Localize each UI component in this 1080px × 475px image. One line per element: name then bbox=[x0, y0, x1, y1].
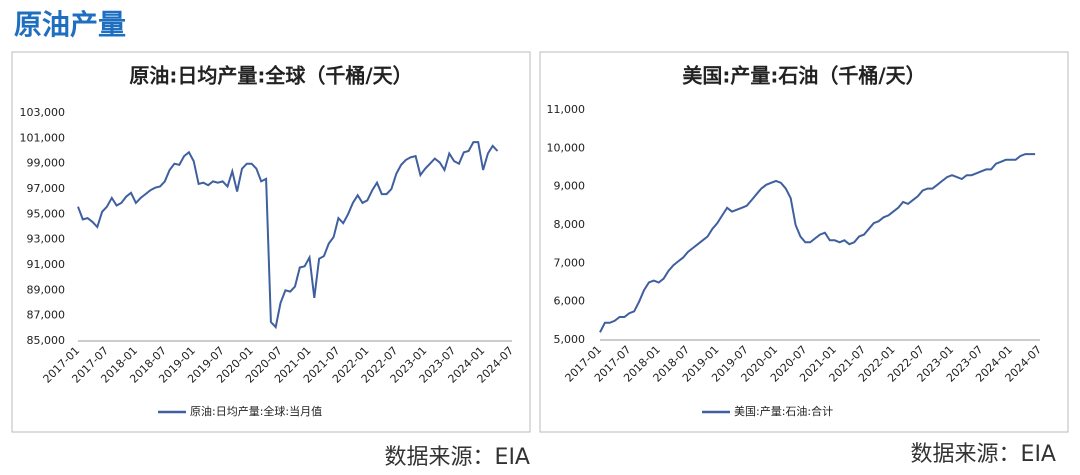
source-note: 数据来源：EIA bbox=[385, 445, 530, 470]
y-tick-label: 87,000 bbox=[27, 309, 66, 322]
legend-label: 原油:日均产量:全球:当月值 bbox=[190, 404, 322, 418]
data-line bbox=[77, 141, 499, 330]
y-tick-label: 5,000 bbox=[554, 333, 586, 346]
y-tick-label: 11,000 bbox=[547, 103, 586, 116]
y-tick-label: 95,000 bbox=[27, 207, 66, 220]
chart-title: 原油:日均产量:全球（千桶/天） bbox=[129, 64, 412, 88]
panel bbox=[539, 51, 1069, 433]
y-tick-label: 99,000 bbox=[27, 157, 66, 170]
legend-label: 美国:产量:石油:合计 bbox=[734, 404, 833, 418]
y-tick-label: 85,000 bbox=[27, 334, 66, 347]
y-tick-label: 97,000 bbox=[27, 182, 66, 195]
y-tick-label: 91,000 bbox=[27, 258, 66, 271]
y-tick-label: 101,000 bbox=[20, 131, 66, 144]
y-tick-label: 93,000 bbox=[27, 233, 66, 246]
y-tick-label: 10,000 bbox=[547, 141, 586, 154]
page-title: 原油产量 bbox=[14, 8, 126, 41]
source-note: 数据来源：EIA bbox=[911, 442, 1056, 467]
chart-title: 美国:产量:石油（千桶/天） bbox=[682, 64, 925, 88]
panel bbox=[11, 51, 531, 433]
y-tick-label: 7,000 bbox=[554, 256, 586, 269]
y-tick-label: 6,000 bbox=[554, 295, 586, 308]
data-line bbox=[599, 153, 1036, 333]
y-tick-label: 103,000 bbox=[20, 106, 66, 119]
y-tick-label: 89,000 bbox=[27, 283, 66, 296]
y-tick-label: 9,000 bbox=[554, 180, 586, 193]
y-tick-label: 8,000 bbox=[554, 218, 586, 231]
